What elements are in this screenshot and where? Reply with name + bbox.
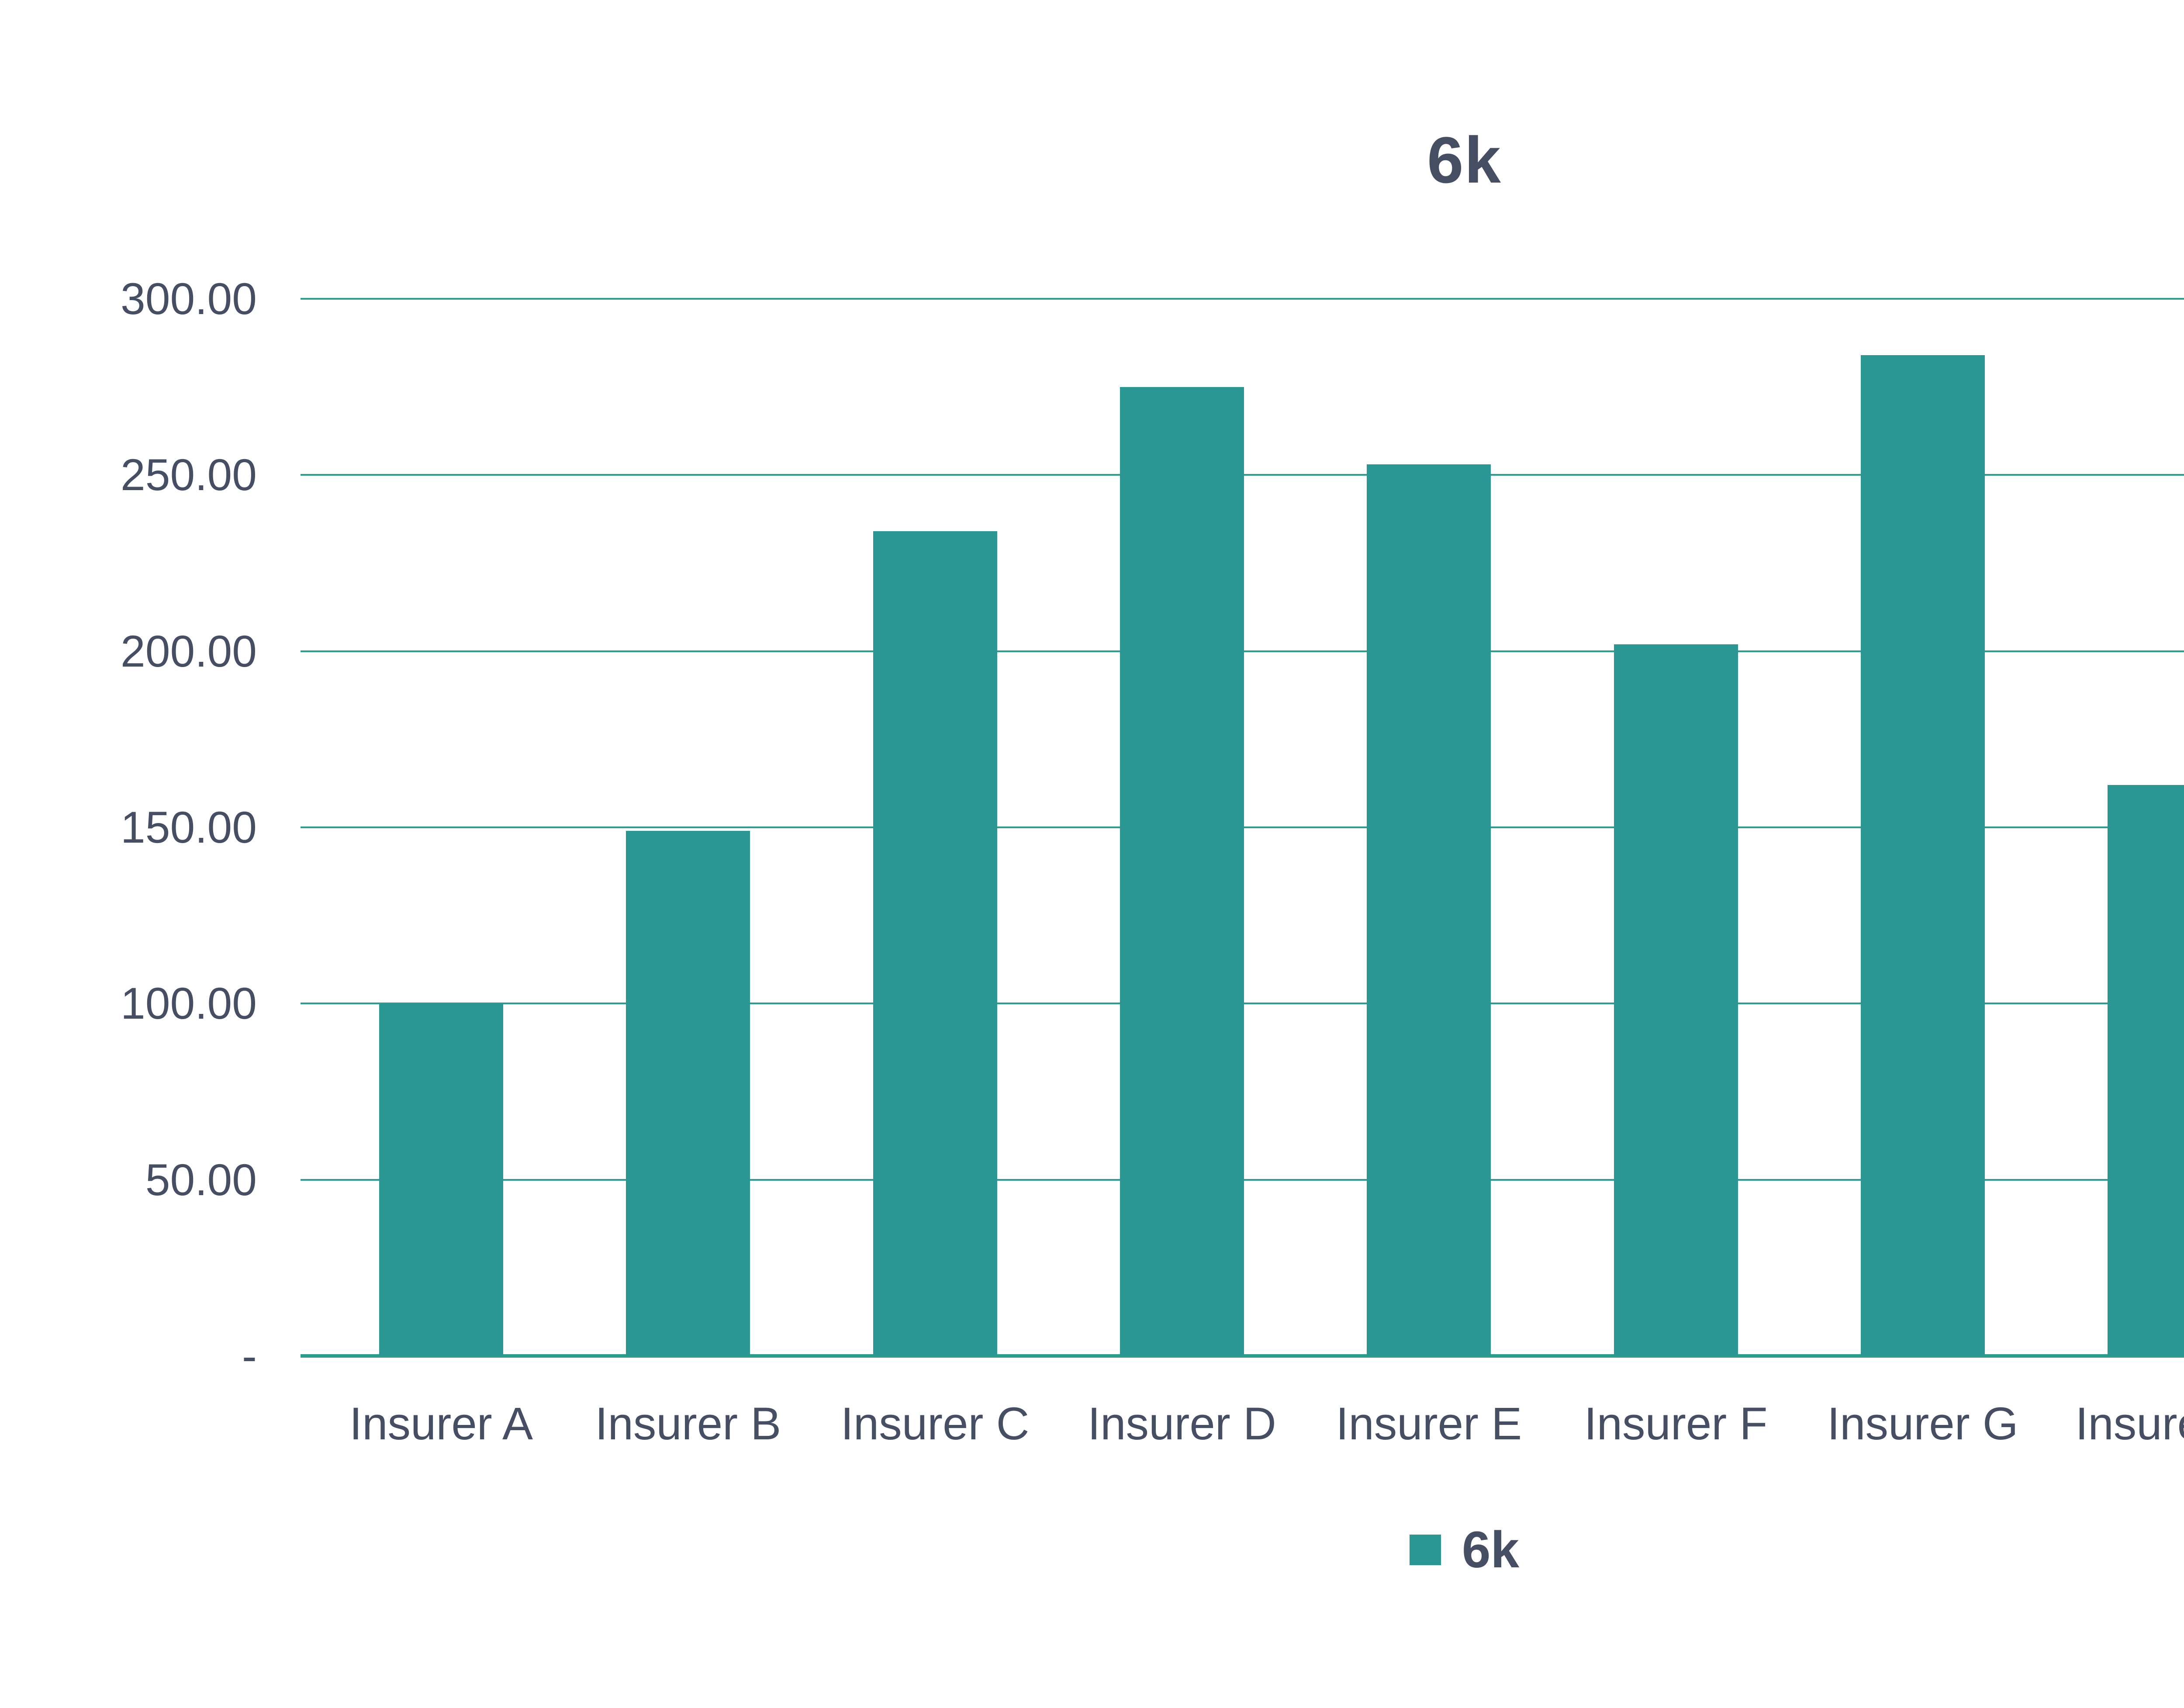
legend-label: 6k [1462,1521,1520,1579]
bar-insurer-h [2108,785,2184,1356]
bar-insurer-a [379,1003,503,1356]
plot-area [301,298,2184,1358]
x-axis-label: Insurer H [2075,1398,2184,1449]
bar-insurer-b [626,831,750,1356]
bar-insurer-f [1614,644,1738,1356]
x-axis-label: Insurer C [840,1398,1030,1449]
bar-insurer-d [1120,387,1244,1356]
legend-swatch-icon [1409,1535,1441,1565]
x-axis-baseline [301,1354,2184,1358]
gridline [301,298,2184,300]
chart-title: 6k [1427,123,1502,197]
bar-insurer-c [873,531,997,1356]
x-axis-label: Insurer G [1827,1398,2018,1449]
legend: 6k [0,1520,2184,1580]
bar-insurer-g [1860,355,1985,1356]
y-axis-label: 200.00 [121,626,257,676]
x-axis-label: Insurer E [1336,1398,1522,1449]
y-axis-label: 50.00 [145,1155,257,1205]
x-axis-label: Insurer D [1087,1398,1276,1449]
bar-insurer-e [1367,464,1491,1356]
y-axis-label: - [242,1331,257,1381]
y-axis-label: 300.00 [121,274,257,324]
x-axis-label: Insurer A [349,1398,533,1449]
y-axis-label: 250.00 [121,450,257,500]
y-axis-label: 150.00 [121,802,257,852]
x-axis-label: Insurer F [1584,1398,1768,1449]
y-axis-label: 100.00 [121,978,257,1029]
x-axis-label: Insurer B [595,1398,781,1449]
